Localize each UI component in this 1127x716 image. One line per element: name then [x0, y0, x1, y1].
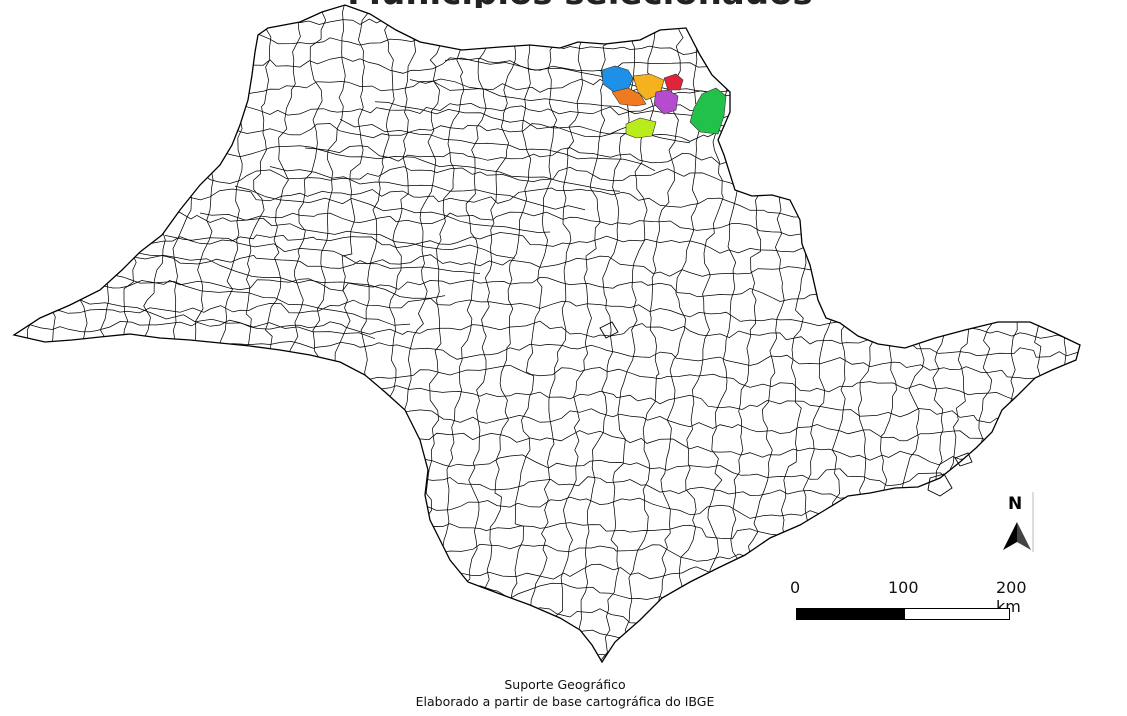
municipal-boundary [304, 147, 621, 192]
municipal-boundary [14, 408, 1080, 450]
municipal-boundary [14, 364, 1080, 402]
municipal-boundary [529, 5, 585, 661]
credits-line-2: Elaborado a partir de base cartográfica … [415, 694, 715, 709]
scale-bar-black-segment [796, 608, 904, 620]
highlighted-municipio-roxo [653, 89, 679, 115]
municipal-boundary [991, 5, 1047, 661]
map-credits: Suporte Geográfico Elaborado a partir de… [330, 676, 800, 710]
municipal-boundary [1030, 5, 1080, 661]
municipal-boundary [960, 5, 1021, 661]
municipal-boundary [14, 143, 1080, 186]
highlighted-municipio-azul [601, 65, 634, 93]
municipal-boundary [14, 102, 1080, 143]
municipal-boundary [938, 5, 999, 661]
municipal-boundary [27, 5, 88, 661]
north-label: N [1008, 494, 1023, 514]
municipal-boundary [14, 252, 1080, 297]
municipal-boundary [14, 450, 1080, 496]
municipal-boundary [390, 5, 445, 661]
scale-label-0: 0 [790, 578, 801, 597]
highlighted-municipio-laranja-escuro [611, 87, 647, 107]
map-title: Municípios selecionados [300, 0, 860, 8]
municipal-boundary [100, 5, 155, 661]
credits-line-1: Suporte Geográfico [504, 677, 626, 692]
municipal-boundary [175, 5, 229, 661]
municipal-boundary [240, 5, 301, 661]
municipal-boundary [14, 494, 1080, 536]
municipal-boundary [234, 185, 551, 233]
municipal-boundary [409, 78, 726, 127]
municipal-boundary [14, 187, 1080, 227]
municipal-boundary [339, 118, 656, 172]
municipal-boundary [14, 5, 35, 661]
municipal-boundary [430, 5, 496, 661]
municipal-boundary [14, 77, 1080, 116]
highlighted-municipio-verde [689, 87, 727, 135]
municipal-boundary [770, 5, 831, 661]
municipal-boundary [14, 383, 1080, 426]
municipal-boundary [286, 5, 346, 661]
municipal-boundary [550, 5, 613, 661]
municipal-boundary [80, 5, 137, 661]
highlighted-municipio-vermelho [663, 73, 684, 91]
municipal-boundary [14, 541, 1080, 580]
municipal-boundary [14, 210, 1080, 254]
municipal-boundary [199, 212, 516, 259]
municipal-boundary [577, 5, 636, 661]
scale-label-100: 100 [888, 578, 919, 597]
north-arrow: N [1000, 492, 1034, 554]
municipal-boundary [868, 5, 926, 661]
municipal-boundary [600, 5, 661, 661]
municipal-boundary [897, 5, 953, 661]
scale-bar: 0 100 200 km [790, 578, 1030, 628]
municipal-boundary [14, 629, 1080, 662]
municipal-boundary [820, 5, 876, 661]
municipal-boundary [14, 473, 1080, 517]
municipal-boundary [164, 235, 481, 274]
municipal-boundary [14, 231, 1080, 276]
municipal-boundary [14, 520, 1080, 563]
municipal-boundary [269, 166, 586, 211]
municipal-boundary [457, 5, 518, 661]
municipal-boundary [14, 12, 1080, 49]
municipal-boundary [444, 57, 761, 96]
municipal-boundary [413, 5, 473, 661]
municipal-boundary [14, 5, 65, 661]
municipal-boundary [190, 5, 254, 661]
highlighted-municipio-verde-limao [625, 117, 657, 139]
municipal-boundary [360, 5, 419, 661]
municipal-boundary [264, 5, 327, 661]
municipal-boundary [793, 5, 854, 661]
municipal-boundary [94, 273, 411, 326]
municipal-boundary [1010, 5, 1064, 661]
scale-bar-white-segment [904, 608, 1010, 620]
municipal-boundary [0, 0, 12, 660]
municipal-boundary [743, 5, 809, 661]
north-arrow-icon [1003, 492, 1034, 552]
municipal-boundary [129, 254, 446, 299]
municipal-boundary [14, 341, 1080, 386]
municipal-boundary [119, 5, 183, 661]
municipal-boundary [504, 5, 564, 661]
municipal-boundary [14, 166, 1080, 210]
municipal-boundary [624, 5, 684, 661]
municipal-boundary [480, 5, 544, 661]
municipal-boundary [14, 121, 1080, 166]
municipal-boundary [60, 296, 376, 340]
